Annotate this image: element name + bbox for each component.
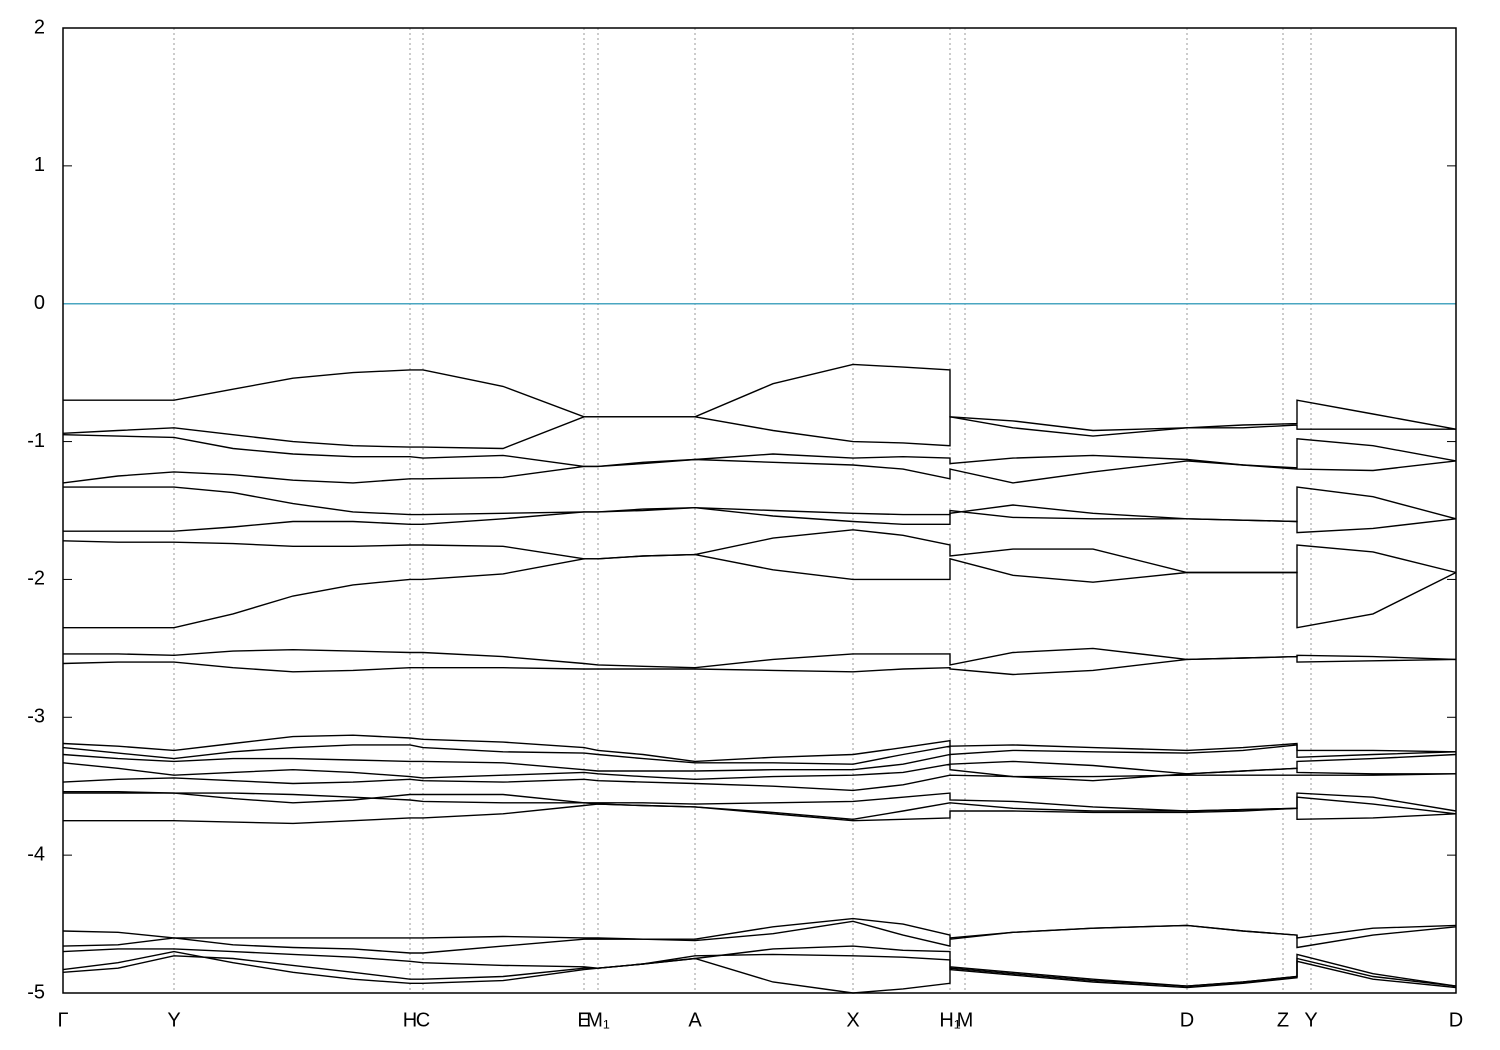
x-tick-label: D	[1449, 1009, 1463, 1031]
y-tick-label: 0	[34, 292, 45, 314]
y-tick-label: -1	[27, 430, 45, 452]
band-line	[62, 458, 1457, 484]
band-line	[62, 950, 1457, 989]
y-tick-label: 1	[34, 154, 45, 176]
band-line	[62, 415, 1456, 450]
x-tick-label: M₁	[586, 1009, 610, 1031]
x-tick-label: D	[1180, 1009, 1194, 1031]
band-line	[63, 803, 1457, 825]
y-tick-label: -4	[27, 843, 45, 865]
band-line	[63, 486, 1457, 523]
band-line	[62, 945, 1457, 987]
plot-frame	[62, 27, 1457, 994]
band-line	[62, 529, 1457, 574]
band-line	[62, 920, 1457, 954]
x-tick-label: A	[688, 1009, 702, 1031]
x-tick-label: Γ	[57, 1009, 68, 1031]
x-tick-label: H	[403, 1009, 417, 1031]
y-tick-label: 2	[34, 16, 45, 38]
x-tick-label: Y	[1304, 1009, 1317, 1031]
x-tick-label: C	[416, 1009, 430, 1031]
x-tick-label: Z	[1277, 1009, 1289, 1031]
band-line	[63, 363, 1457, 432]
band-line	[63, 506, 1457, 534]
x-tick-label: E	[577, 1009, 590, 1031]
y-tick-label: -3	[27, 706, 45, 728]
band-line	[62, 744, 1457, 765]
band-line	[62, 955, 1457, 994]
x-tick-label: M	[957, 1009, 974, 1031]
band-line	[63, 792, 1457, 821]
band-line	[62, 917, 1457, 940]
x-tick-label: Y	[167, 1009, 180, 1031]
band-line	[62, 655, 1457, 676]
x-tick-label: X	[846, 1009, 859, 1031]
y-tick-label: -5	[27, 981, 45, 1003]
band-line	[62, 773, 1457, 792]
band-line	[62, 734, 1457, 763]
band-line	[62, 762, 1456, 782]
band-line	[63, 553, 1457, 629]
y-tick-label: -2	[27, 568, 45, 590]
x-tick-label: H₁	[939, 1009, 960, 1031]
